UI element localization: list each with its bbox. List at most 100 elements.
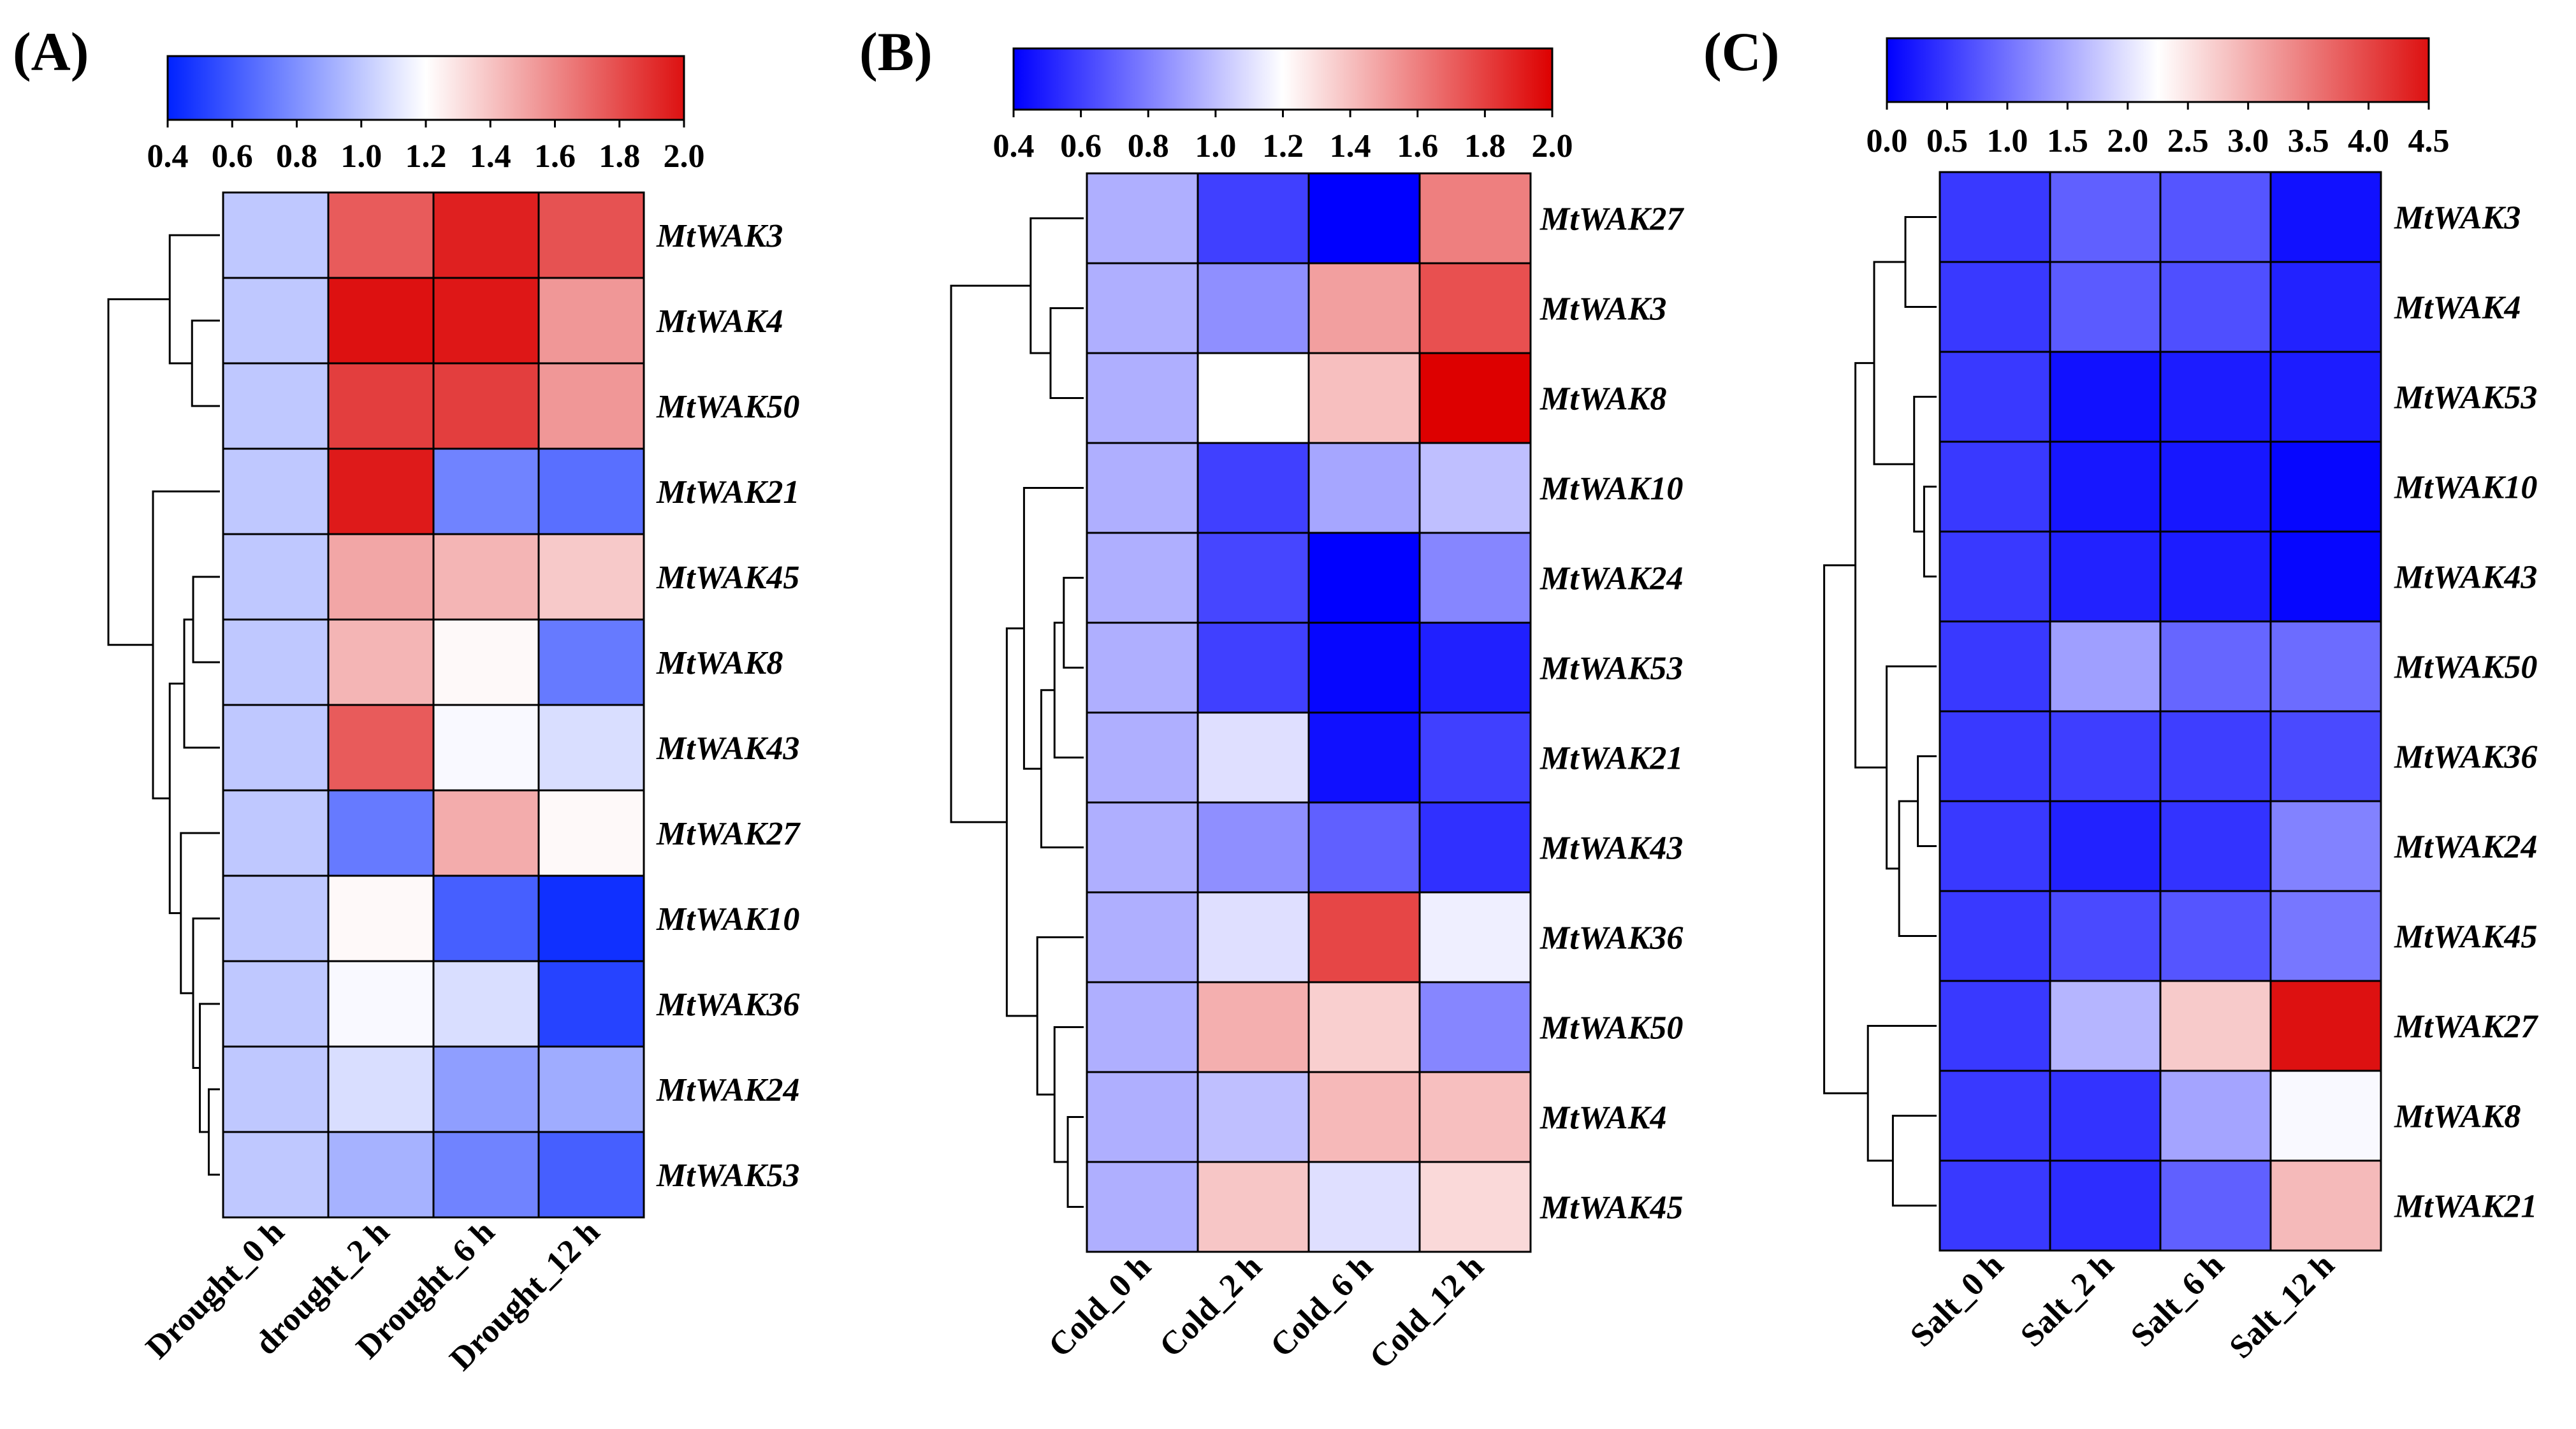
heatmap-cell xyxy=(1939,980,2051,1072)
dendrogram-branch xyxy=(1854,362,1887,769)
dendrogram-branch xyxy=(1917,755,1937,847)
colorbar-tick-label: 4.5 xyxy=(2408,123,2450,159)
gene-label: MtWAK8 xyxy=(656,645,783,681)
colorbar-tick-label: 1.2 xyxy=(405,138,447,175)
heatmap-cell xyxy=(1307,801,1421,894)
colorbar-frame xyxy=(1886,37,2430,103)
colorbar-tick-label: 0.5 xyxy=(1926,123,1968,159)
heatmap-cell xyxy=(1939,1070,2051,1162)
dendrogram-branch xyxy=(180,832,220,994)
heatmap-panel-1: (B) 0.4 0.6 0.8 1.0 1.2 1.4 1.6 1.8 2.0 MtWAK27 MtW… xyxy=(859,21,1684,1376)
gene-label: MtWAK27 xyxy=(1539,201,1684,238)
dendrogram-branch xyxy=(1873,261,1914,465)
heatmap-cell xyxy=(1939,710,2051,802)
heatmap-cell xyxy=(2269,620,2382,713)
heatmap-cell xyxy=(1197,442,1310,534)
heatmap-cell xyxy=(222,533,330,621)
gene-label: MtWAK43 xyxy=(2394,560,2537,596)
gene-label: MtWAK21 xyxy=(656,474,799,511)
heatmap-cell xyxy=(1197,352,1310,444)
heatmap-cell xyxy=(537,960,645,1048)
heatmap-cell xyxy=(1418,532,1532,624)
heatmap-cell xyxy=(537,191,645,279)
gene-label: MtWAK8 xyxy=(1539,381,1666,417)
heatmap-cell xyxy=(222,960,330,1048)
heatmap-cell xyxy=(2269,171,2382,263)
dendrogram-branch xyxy=(1904,216,1937,308)
heatmap-cell xyxy=(1307,1071,1421,1163)
gene-label: MtWAK53 xyxy=(1539,651,1683,687)
panel-label: (B) xyxy=(859,21,933,82)
gene-label: MtWAK21 xyxy=(1539,741,1683,777)
heatmap-cell xyxy=(1197,1161,1310,1253)
heatmap-cell xyxy=(2159,351,2272,443)
gene-label: MtWAK3 xyxy=(1539,291,1666,328)
heatmap-cell xyxy=(2049,351,2162,443)
heatmap-cell xyxy=(2159,1070,2272,1162)
heatmap-cell xyxy=(2049,890,2162,982)
dendrogram-branch xyxy=(950,284,1031,823)
gene-label: MtWAK50 xyxy=(656,389,799,425)
heatmap-cell xyxy=(327,789,435,877)
heatmap-cell xyxy=(1197,711,1310,804)
heatmap-cell xyxy=(432,618,540,706)
heatmap-cell xyxy=(2269,800,2382,892)
heatmap-cell xyxy=(1418,442,1532,534)
dendrogram-branch xyxy=(1053,621,1084,758)
heatmap-cell xyxy=(222,1131,330,1219)
heatmap-cell xyxy=(2049,980,2162,1072)
heatmap-cell xyxy=(1086,172,1199,265)
dendrogram-branch xyxy=(192,576,220,664)
heatmap-cell xyxy=(327,533,435,621)
colorbar-tick-label: 0.6 xyxy=(212,138,253,175)
heatmap-cell xyxy=(2049,710,2162,802)
dendrogram-branch xyxy=(168,234,220,365)
heatmap-cell xyxy=(1307,442,1421,534)
heatmap-cell xyxy=(537,1045,645,1133)
heatmap-cell xyxy=(1197,532,1310,624)
colorbar xyxy=(1014,48,1552,110)
colorbar-tick-label: 4.0 xyxy=(2348,123,2389,159)
heatmap-cell xyxy=(327,191,435,279)
heatmap-cell xyxy=(1086,262,1199,354)
colorbar-tick-label: 0.4 xyxy=(993,128,1035,164)
heatmap-cell xyxy=(432,277,540,365)
heatmap-cell xyxy=(1418,891,1532,983)
heatmap-cell xyxy=(537,789,645,877)
heatmap-cell xyxy=(1197,891,1310,983)
heatmap-cell xyxy=(327,960,435,1048)
heatmap-cell xyxy=(1418,352,1532,444)
heatmap-cell xyxy=(2159,980,2272,1072)
heatmap-cell xyxy=(2049,261,2162,353)
heatmap-cell xyxy=(2269,351,2382,443)
dendrogram-branch xyxy=(199,1003,220,1133)
heatmap-cell xyxy=(432,1045,540,1133)
heatmap-cell xyxy=(2049,1070,2162,1162)
gene-label: MtWAK4 xyxy=(2394,290,2521,326)
heatmap-cell xyxy=(1307,352,1421,444)
colorbar-tick-label: 2.0 xyxy=(1532,128,1573,164)
heatmap-cell xyxy=(2159,261,2272,353)
heatmap-cell xyxy=(327,1045,435,1133)
heatmap-cell xyxy=(1307,172,1421,265)
heatmap-cell xyxy=(1086,801,1199,894)
gene-label: MtWAK53 xyxy=(656,1157,799,1194)
colorbar-tick-label: 1.4 xyxy=(470,138,511,175)
gene-label: MtWAK45 xyxy=(1539,1190,1683,1226)
gene-label: MtWAK8 xyxy=(2394,1099,2521,1135)
dendrogram-branch xyxy=(1066,1116,1084,1208)
heatmap-cell xyxy=(1939,1159,2051,1252)
heatmap-cell xyxy=(1418,1161,1532,1253)
heatmap-cell xyxy=(1307,621,1421,714)
heatmap-cell xyxy=(222,191,330,279)
gene-label: MtWAK45 xyxy=(656,560,799,596)
colorbar-tick-label: 2.0 xyxy=(2107,123,2148,159)
colorbar-tick-label: 3.5 xyxy=(2288,123,2329,159)
gene-label: MtWAK3 xyxy=(656,218,783,254)
heatmap-cell xyxy=(1197,172,1310,265)
heatmap-cell xyxy=(327,704,435,792)
gene-label: MtWAK36 xyxy=(2394,739,2537,776)
heatmap-cell xyxy=(2049,620,2162,713)
